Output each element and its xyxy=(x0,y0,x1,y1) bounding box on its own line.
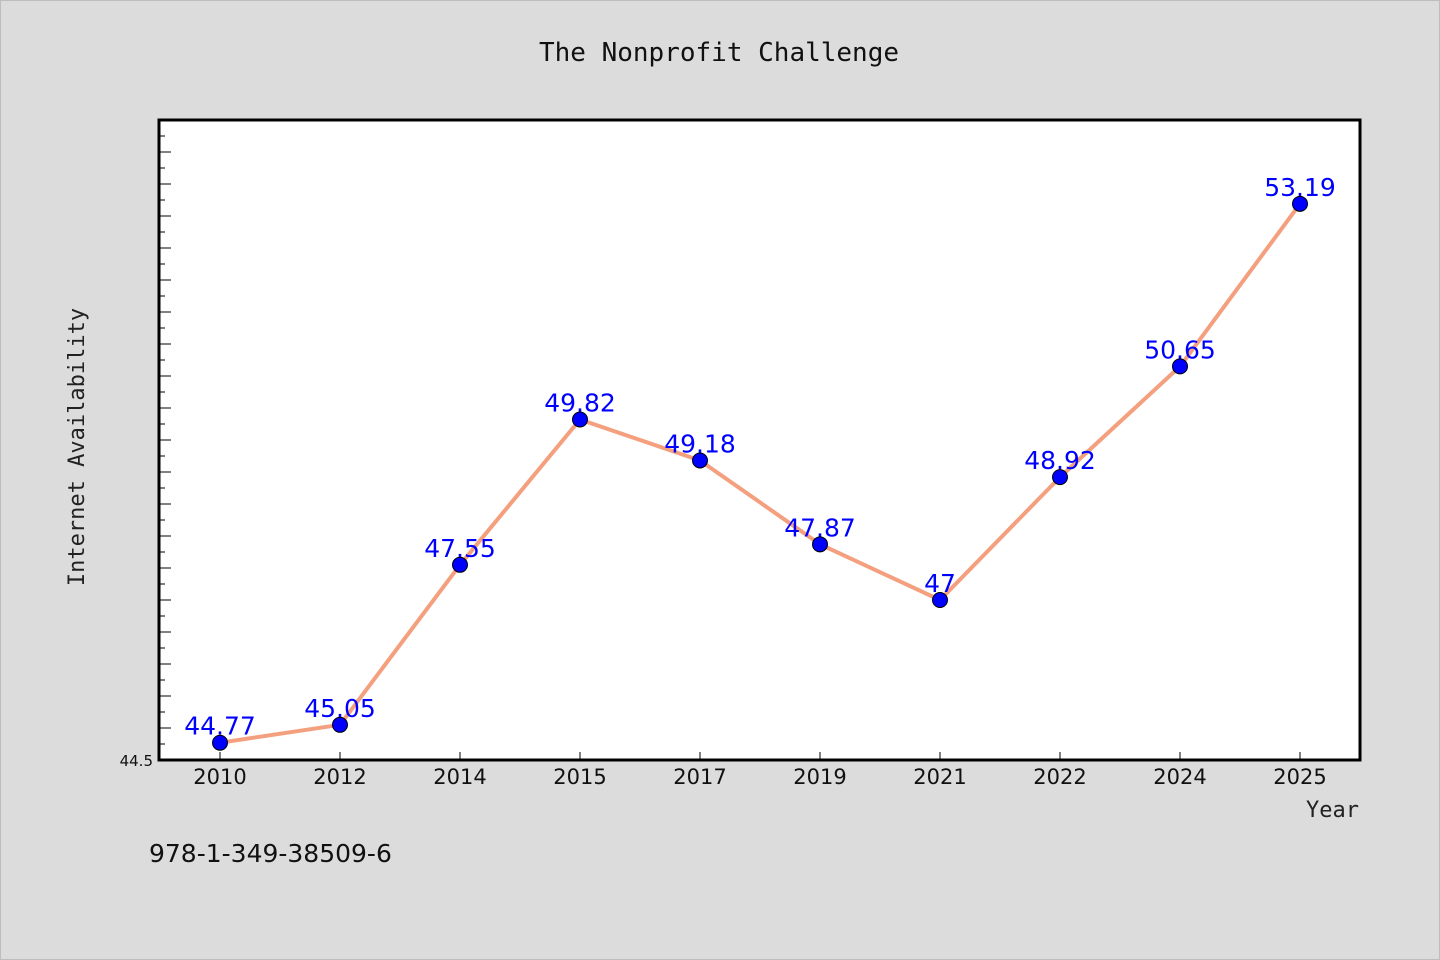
data-label: 47 xyxy=(924,569,956,598)
data-label: 53.19 xyxy=(1264,173,1336,202)
data-point xyxy=(572,411,588,428)
y-axis-label: Internet Availability xyxy=(65,308,90,586)
series-line xyxy=(219,202,1302,745)
x-tick-label: 2024 xyxy=(1153,765,1206,789)
chart-title: The Nonprofit Challenge xyxy=(539,38,899,68)
isbn-footer: 978-1-349-38509-6 xyxy=(149,839,392,868)
x-tick-label: 2012 xyxy=(313,765,366,789)
data-point xyxy=(812,536,828,553)
data-label: 47.87 xyxy=(784,513,856,542)
x-tick-label: 2019 xyxy=(793,765,846,789)
data-labels: 44.77 45.05 47.55 49.82 49.18 47.87 47 48.92 50.… xyxy=(184,173,1336,741)
data-point xyxy=(452,556,468,573)
data-label: 44.77 xyxy=(184,712,256,741)
x-tick-label: 2022 xyxy=(1033,765,1086,789)
data-point xyxy=(1052,469,1068,486)
data-point xyxy=(1172,358,1188,375)
data-point xyxy=(332,716,348,733)
series-markers xyxy=(212,195,1308,751)
x-tick-label: 2010 xyxy=(193,765,246,789)
data-label: 50.65 xyxy=(1144,335,1216,364)
y-axis-ticks xyxy=(159,119,171,761)
data-point xyxy=(212,734,228,751)
data-label: 45.05 xyxy=(304,694,376,723)
x-axis-ticks xyxy=(219,752,1301,760)
x-tick-label: 2015 xyxy=(553,765,606,789)
x-axis-label: Year xyxy=(1306,798,1359,823)
data-label: 48.92 xyxy=(1024,446,1096,475)
x-tick-label: 2025 xyxy=(1273,765,1326,789)
data-point xyxy=(692,452,708,469)
data-label: 49.18 xyxy=(664,429,736,458)
plot-area xyxy=(157,118,1362,762)
x-tick-label: 2014 xyxy=(433,765,486,789)
data-label: 47.55 xyxy=(424,534,496,563)
data-point xyxy=(932,592,948,608)
data-point xyxy=(1292,195,1308,212)
x-tick-labels: 2010 2012 2014 2015 2017 2019 2021 2022 2024 2025 xyxy=(193,765,1326,789)
y-tick-label-min: 44.5 xyxy=(120,752,153,770)
x-tick-label: 2017 xyxy=(673,765,726,789)
data-label: 49.82 xyxy=(544,389,616,418)
x-tick-label: 2021 xyxy=(913,765,966,789)
